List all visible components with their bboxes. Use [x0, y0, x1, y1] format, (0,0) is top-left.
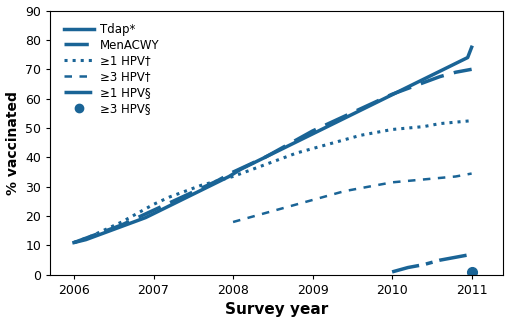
Legend: Tdap*, MenACWY, ≥1 HPV†, ≥3 HPV†, ≥1 HPV§, ≥3 HPV§: Tdap*, MenACWY, ≥1 HPV†, ≥3 HPV†, ≥1 HPV… [61, 19, 163, 119]
X-axis label: Survey year: Survey year [225, 302, 328, 318]
Y-axis label: % vaccinated: % vaccinated [6, 91, 19, 195]
